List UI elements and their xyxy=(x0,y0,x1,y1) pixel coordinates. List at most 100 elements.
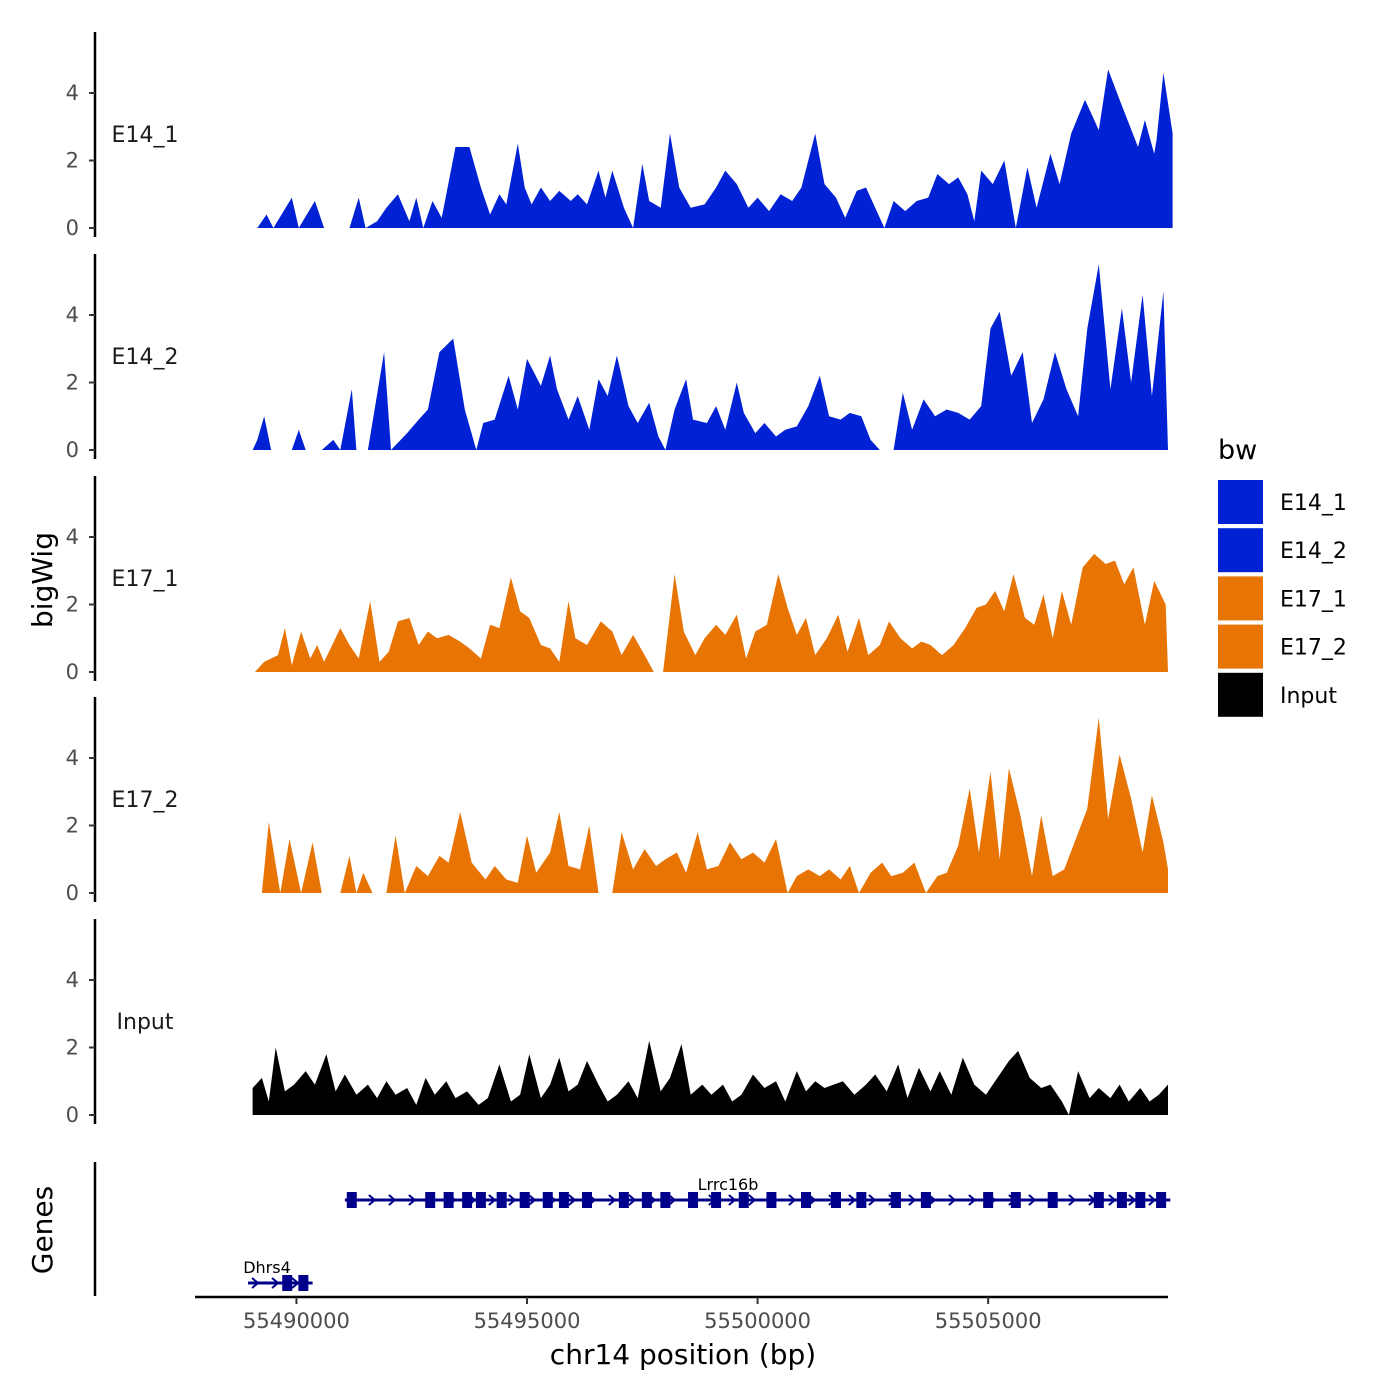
legend-item-e14_2: E14_2 xyxy=(1218,528,1347,573)
legend-swatch xyxy=(1218,624,1263,669)
gene-exon xyxy=(641,1192,652,1208)
y-tick-label: 4 xyxy=(66,525,79,549)
legend-label: E14_2 xyxy=(1280,539,1347,564)
gene-exon xyxy=(519,1192,530,1208)
x-tick-label: 55490000 xyxy=(243,1309,350,1333)
gene-exon xyxy=(688,1192,699,1208)
gene-exon xyxy=(542,1192,553,1208)
track-label: Input xyxy=(117,1010,174,1035)
legend-swatch xyxy=(1218,480,1263,524)
coverage-area xyxy=(252,717,1169,893)
y-axis-title: bigWig xyxy=(26,532,59,628)
genes-track-label: Genes xyxy=(26,1186,59,1274)
strand-arrow xyxy=(788,1194,797,1206)
legend: bw E14_1 E14_2 E17_1 E17_2 Input xyxy=(1218,435,1347,717)
strand-arrow xyxy=(488,1194,497,1206)
strand-arrow xyxy=(608,1194,617,1206)
gene-exon xyxy=(983,1192,994,1208)
y-tick-label: 2 xyxy=(66,814,79,838)
strand-arrow xyxy=(368,1194,377,1206)
track-e14_2: 0 2 4 E14_2 xyxy=(66,254,1169,462)
legend-item-e17_1: E17_1 xyxy=(1218,576,1347,621)
coverage-area xyxy=(257,69,1173,229)
strand-arrow xyxy=(848,1194,857,1206)
strand-arrow xyxy=(291,1277,300,1289)
strand-arrow xyxy=(271,1277,280,1289)
gene-exon xyxy=(1047,1192,1058,1208)
strand-arrow xyxy=(388,1194,397,1206)
legend-label: E17_1 xyxy=(1280,587,1347,612)
y-tick-label: 4 xyxy=(66,746,79,770)
strand-arrow xyxy=(568,1194,577,1206)
gene-exon xyxy=(298,1275,309,1291)
strand-arrow xyxy=(408,1194,417,1206)
gene-exon xyxy=(890,1192,901,1208)
strand-arrow xyxy=(668,1194,677,1206)
y-tick-label: 4 xyxy=(66,968,79,992)
y-tick-label: 0 xyxy=(66,438,79,462)
y-tick-label: 4 xyxy=(66,303,79,327)
strand-arrow xyxy=(628,1194,637,1206)
track-input: 0 2 4 Input xyxy=(66,919,1169,1127)
gene-exon xyxy=(711,1192,722,1208)
coverage-area xyxy=(254,553,1168,672)
coverage-area xyxy=(252,1040,1169,1115)
x-tick-label: 55505000 xyxy=(935,1309,1042,1333)
gene-exon xyxy=(801,1192,812,1208)
strand-arrow xyxy=(1128,1194,1137,1206)
strand-arrow xyxy=(508,1194,517,1206)
x-tick-label: 55500000 xyxy=(704,1309,811,1333)
legend-swatch xyxy=(1218,672,1263,717)
strand-arrow xyxy=(528,1194,537,1206)
legend-label: E14_1 xyxy=(1280,491,1347,516)
gene-exon xyxy=(282,1275,293,1291)
x-axis-title: chr14 position (bp) xyxy=(550,1338,816,1371)
gene-exon xyxy=(1010,1192,1021,1208)
strand-arrow xyxy=(1028,1194,1037,1206)
gene-exon xyxy=(920,1192,931,1208)
gene-exon xyxy=(618,1192,629,1208)
track-label: E17_1 xyxy=(112,567,179,592)
y-tick-label: 2 xyxy=(66,371,79,395)
y-tick-label: 0 xyxy=(66,660,79,684)
gene-exon xyxy=(1156,1192,1167,1208)
strand-arrow xyxy=(868,1194,877,1206)
track-e17_2: 0 2 4 E17_2 xyxy=(66,697,1169,905)
gene-exon xyxy=(766,1192,777,1208)
legend-item-e14_1: E14_1 xyxy=(1218,480,1347,524)
gene-exon xyxy=(830,1192,841,1208)
coverage-area xyxy=(252,264,1169,450)
gene-exon xyxy=(856,1192,867,1208)
gene-lrrc16b: Lrrc16b xyxy=(344,1175,1171,1208)
gene-exon xyxy=(660,1192,671,1208)
y-tick-label: 2 xyxy=(66,1036,79,1060)
gene-exon xyxy=(738,1192,749,1208)
strand-arrow xyxy=(908,1194,917,1206)
legend-label: E17_2 xyxy=(1280,636,1347,661)
gene-exon xyxy=(346,1192,357,1208)
y-tick-label: 0 xyxy=(66,1103,79,1127)
strand-arrow xyxy=(251,1277,260,1289)
strand-arrow xyxy=(1068,1194,1077,1206)
strand-arrow xyxy=(1148,1194,1157,1206)
legend-swatch xyxy=(1218,576,1263,621)
track-label: E14_2 xyxy=(112,345,179,370)
gene-exon xyxy=(1093,1192,1104,1208)
y-tick-label: 0 xyxy=(66,881,79,905)
strand-arrow xyxy=(748,1194,757,1206)
track-e17_1: 0 2 4 E17_1 xyxy=(66,476,1168,684)
legend-label: Input xyxy=(1280,684,1337,709)
gene-exon xyxy=(475,1192,486,1208)
gene-exon xyxy=(496,1192,507,1208)
legend-title: bw xyxy=(1218,435,1257,466)
track-e14_1: 0 2 4 E14_1 xyxy=(66,32,1173,240)
y-tick-label: 2 xyxy=(66,149,79,173)
gene-exon xyxy=(581,1192,592,1208)
track-label: E14_1 xyxy=(112,123,179,148)
gene-exon xyxy=(462,1192,473,1208)
genes-layer: Lrrc16b Dhrs4 xyxy=(93,1162,1171,1296)
gene-exon xyxy=(558,1192,569,1208)
legend-item-input: Input xyxy=(1218,672,1337,717)
strand-arrow xyxy=(968,1194,977,1206)
